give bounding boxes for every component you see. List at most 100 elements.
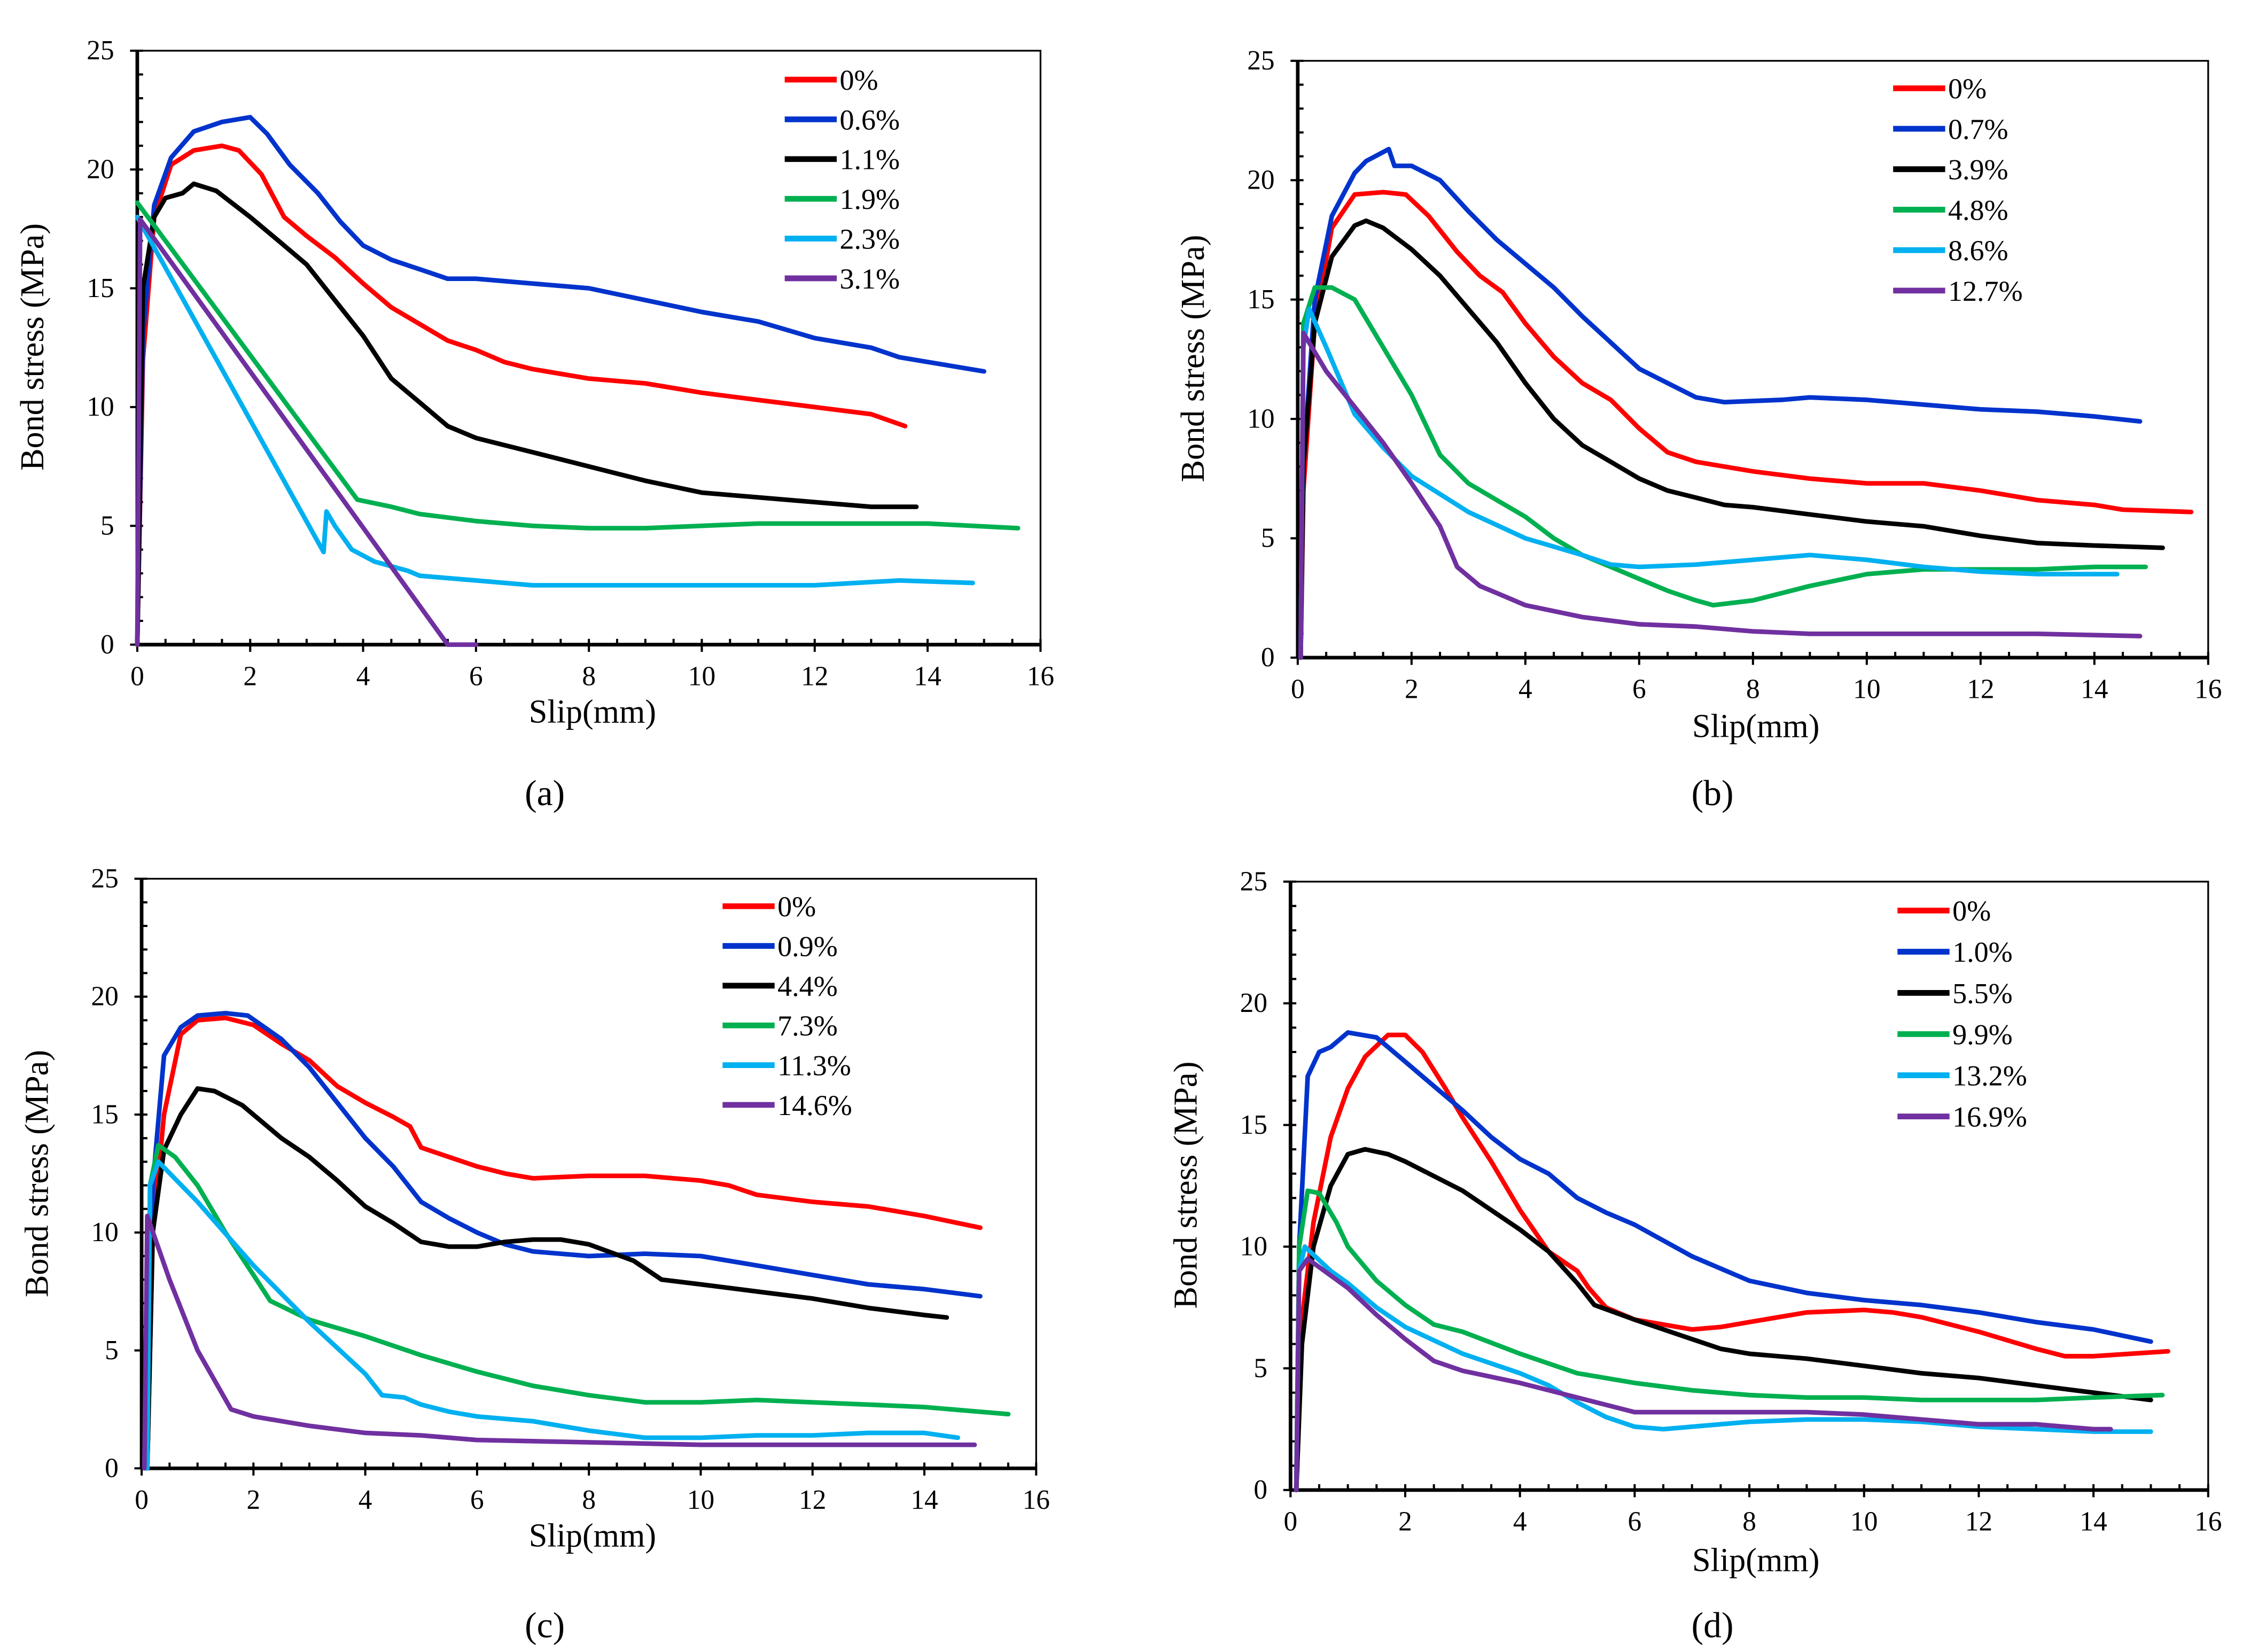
- y-axis-label: Bond stress (MPa): [19, 1050, 55, 1297]
- x-tick-label: 16: [2194, 674, 2222, 705]
- y-tick-label: 10: [91, 1217, 118, 1248]
- series-line-0pct: [145, 1015, 983, 1471]
- y-tick-label: 5: [1261, 523, 1275, 554]
- y-tick-label: 25: [87, 35, 114, 66]
- x-tick-label: 4: [359, 1485, 372, 1515]
- legend-label: 16.9%: [1952, 1101, 2027, 1133]
- x-tick-label: 6: [469, 661, 483, 691]
- legend-label: 0.6%: [839, 104, 900, 136]
- series-line-0pct: [135, 143, 908, 647]
- legend-label: 0%: [777, 891, 816, 923]
- y-tick-label: 5: [105, 1335, 119, 1366]
- x-tick-label: 0: [1291, 674, 1305, 705]
- series-line-9p9pct: [1294, 1188, 2165, 1493]
- x-tick-label: 6: [1632, 674, 1646, 705]
- series-line-2p3pct: [135, 214, 975, 588]
- x-tick-label: 16: [2194, 1507, 2222, 1537]
- chart-panel-d: 0 2 4 6 8 10 12 14 16 0 5 10 15 20 25 Slip(mm) Bond stre…: [1168, 866, 2222, 1645]
- y-tick-label: 15: [91, 1099, 118, 1129]
- x-tick-label: 14: [2081, 674, 2108, 705]
- y-tick-label: 0: [1261, 642, 1275, 673]
- series-line-16p9pct: [1294, 1256, 2113, 1493]
- series-line-4p8pct: [1298, 285, 2148, 660]
- chart-panel-c: 0 2 4 6 8 10 12 14 16 0 5 10 15 20 25 Slip(mm) Bond stre…: [19, 863, 1050, 1646]
- x-tick-label: 16: [1023, 1485, 1050, 1515]
- y-tick-label: 20: [1247, 165, 1274, 195]
- legend-label: 9.9%: [1952, 1018, 2013, 1050]
- legend-label: 0%: [1952, 895, 1991, 927]
- x-tick-label: 4: [1519, 674, 1532, 705]
- x-tick-label: 2: [243, 661, 257, 691]
- x-tick-label: 0: [135, 1485, 149, 1515]
- y-tick-label: 0: [105, 1453, 119, 1483]
- series-line-0p7pct: [1298, 146, 2143, 660]
- legend-label: 0%: [1948, 73, 1987, 105]
- x-axis-label: Slip(mm): [529, 694, 656, 730]
- x-tick-label: 12: [799, 1485, 826, 1515]
- y-tick-label: 25: [1240, 866, 1267, 897]
- x-tick-label: 2: [246, 1485, 260, 1515]
- legend-label: 3.9%: [1948, 154, 2008, 186]
- x-tick-label: 14: [914, 661, 941, 691]
- legend-label: 3.1%: [839, 263, 900, 295]
- series-line-5p5pct: [1294, 1147, 2153, 1493]
- x-tick-label: 14: [910, 1485, 938, 1515]
- x-tick-label: 8: [582, 1485, 596, 1515]
- legend-label: 4.8%: [1948, 194, 2008, 226]
- x-tick-label: 10: [688, 661, 715, 691]
- panel-label: (c): [525, 1606, 565, 1646]
- x-tick-label: 12: [1967, 674, 1994, 705]
- y-tick-label: 20: [1240, 988, 1267, 1018]
- series-line-4p4pct: [145, 1086, 949, 1471]
- x-tick-label: 10: [1853, 674, 1880, 705]
- legend-label: 14.6%: [777, 1089, 852, 1121]
- x-tick-label: 6: [1628, 1507, 1642, 1537]
- x-tick-label: 10: [1850, 1507, 1878, 1537]
- y-axis-label: Bond stress (MPa): [14, 223, 51, 471]
- x-tick-label: 4: [356, 661, 370, 691]
- series-line-13p2pct: [1294, 1244, 2153, 1493]
- x-tick-label: 2: [1398, 1507, 1412, 1537]
- legend-label: 13.2%: [1952, 1059, 2027, 1092]
- legend-label: 0.9%: [777, 930, 838, 962]
- x-tick-label: 8: [582, 661, 596, 691]
- x-tick-label: 8: [1746, 674, 1760, 705]
- y-tick-label: 0: [100, 629, 114, 660]
- series-line-1p9pct: [135, 200, 1021, 531]
- x-tick-label: 0: [1283, 1507, 1297, 1537]
- y-tick-label: 15: [1240, 1110, 1267, 1140]
- y-tick-label: 10: [1247, 403, 1274, 434]
- series-line-0pct: [1294, 1032, 2170, 1493]
- panel-label: (a): [525, 773, 565, 813]
- legend-label: 0.7%: [1948, 113, 2008, 145]
- x-tick-label: 0: [130, 661, 144, 691]
- x-tick-label: 12: [801, 661, 828, 691]
- x-tick-label: 6: [470, 1485, 484, 1515]
- x-tick-label: 2: [1405, 674, 1419, 705]
- y-tick-label: 15: [1247, 284, 1274, 315]
- series-line-12p7pct: [1298, 330, 2143, 660]
- legend-label: 7.3%: [777, 1010, 838, 1042]
- x-axis-label: Slip(mm): [1692, 708, 1819, 745]
- legend-label: 0%: [839, 64, 878, 96]
- legend-label: 1.0%: [1952, 936, 2013, 968]
- series-line-1p0pct: [1294, 1030, 2153, 1493]
- series-line-8p6pct: [1298, 307, 2120, 660]
- series-line-11p3pct: [145, 1159, 961, 1471]
- x-axis-label: Slip(mm): [1692, 1542, 1819, 1578]
- y-tick-label: 20: [87, 154, 114, 184]
- series-line-0p9pct: [145, 1010, 983, 1471]
- x-tick-label: 12: [1965, 1507, 1992, 1537]
- legend-label: 8.6%: [1948, 235, 2008, 267]
- panel-label: (b): [1692, 773, 1734, 813]
- x-axis-label: Slip(mm): [529, 1517, 656, 1554]
- y-tick-label: 0: [1253, 1475, 1267, 1505]
- y-tick-label: 25: [91, 863, 118, 894]
- x-tick-label: 14: [2080, 1507, 2107, 1537]
- y-tick-label: 5: [1253, 1353, 1267, 1383]
- series-line-3p1pct: [135, 217, 479, 647]
- y-tick-label: 10: [1240, 1232, 1267, 1262]
- y-tick-label: 20: [91, 981, 118, 1012]
- y-axis-label: Bond stress (MPa): [1168, 1062, 1204, 1309]
